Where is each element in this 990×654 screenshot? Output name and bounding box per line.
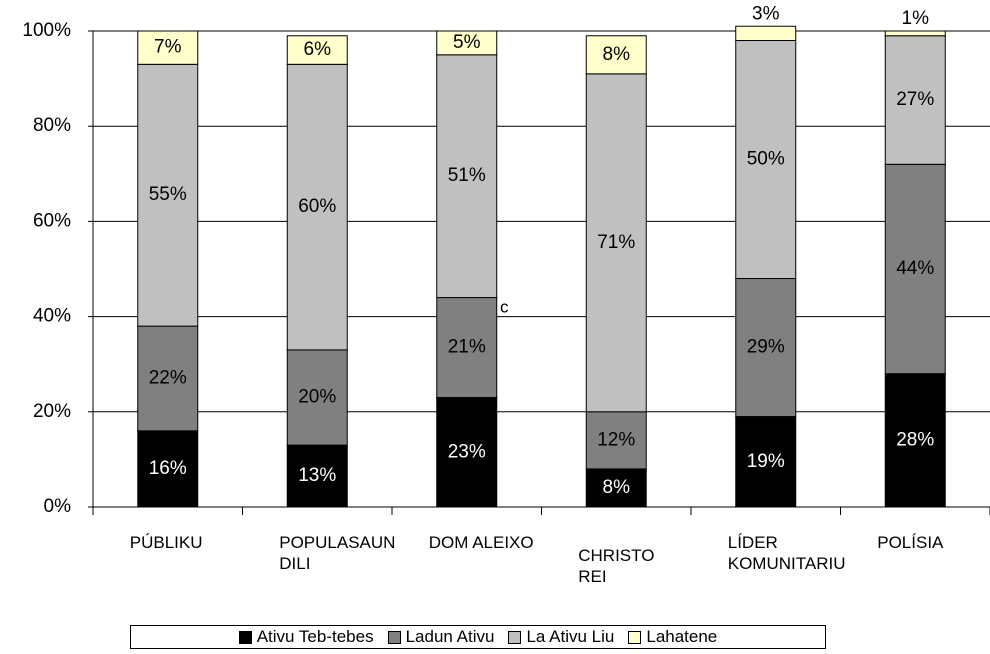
bar-segment — [436, 297, 498, 399]
value-label: 28% — [896, 429, 934, 450]
value-label: 16% — [149, 458, 187, 479]
bar-segment — [286, 35, 348, 65]
bar-segment — [286, 444, 348, 508]
x-tick-label: POLÍSIA — [877, 533, 944, 552]
value-label: 8% — [603, 44, 631, 65]
value-label: 27% — [896, 89, 934, 110]
value-label: 12% — [597, 429, 635, 450]
legend-label: Ladun Ativu — [405, 627, 495, 646]
y-tick-label: 60% — [33, 210, 71, 231]
value-label: 22% — [149, 367, 187, 388]
bar-segment — [735, 278, 797, 418]
value-label: 50% — [747, 149, 785, 170]
bar-segment — [585, 35, 647, 75]
bar-segment — [735, 416, 797, 508]
annotation: c — [500, 297, 509, 316]
x-tick-label: LÍDER KOMUNITARIU — [727, 533, 846, 573]
legend-item: La Ativu Liu — [508, 627, 614, 647]
bar-segment — [884, 35, 946, 165]
legend-swatch — [238, 630, 252, 644]
legend-item: Ladun Ativu — [387, 627, 495, 647]
value-label: 29% — [747, 337, 785, 358]
legend-swatch — [628, 630, 642, 644]
y-tick-label: 20% — [33, 401, 71, 422]
bar-segment — [884, 163, 946, 375]
legend-swatch — [387, 630, 401, 644]
bar-segment — [137, 30, 199, 65]
x-tick-label: DOM ALEIXO — [428, 533, 534, 552]
value-label: 55% — [149, 184, 187, 205]
value-label: 51% — [448, 165, 486, 186]
legend-label: Lahatene — [646, 627, 718, 646]
bar-segment — [137, 430, 199, 508]
value-label: 8% — [603, 477, 631, 498]
legend-label: Ativu Teb-tebes — [256, 627, 374, 646]
legend-item: Ativu Teb-tebes — [238, 627, 374, 647]
bar-segment — [286, 63, 348, 351]
bar-segment — [884, 30, 946, 37]
value-label: 13% — [298, 465, 336, 486]
legend-swatch — [508, 630, 522, 644]
y-tick-label: 0% — [44, 496, 72, 517]
value-label: 7% — [154, 37, 182, 58]
bar-segment — [436, 30, 498, 56]
value-label: 60% — [298, 196, 336, 217]
x-tick-label: PÚBLIKU — [129, 533, 203, 552]
bar-segment — [436, 54, 498, 299]
bar-segment — [735, 40, 797, 280]
value-label: 5% — [453, 32, 481, 53]
value-label: 21% — [448, 337, 486, 358]
bar-segment — [286, 349, 348, 446]
bar-segment — [585, 468, 647, 508]
value-label: 3% — [752, 3, 780, 24]
y-tick-label: 100% — [22, 20, 71, 41]
value-label: 71% — [597, 232, 635, 253]
bar-segment — [735, 25, 797, 42]
value-label: 23% — [448, 441, 486, 462]
y-tick-label: 40% — [33, 306, 71, 327]
bar-segment — [436, 397, 498, 508]
legend-label: La Ativu Liu — [526, 627, 615, 646]
x-tick-label: POPULASAUN DILI — [279, 533, 396, 573]
bar-segment — [884, 373, 946, 508]
x-tick-label: CHRISTO REI — [578, 546, 655, 586]
value-label: 20% — [298, 387, 336, 408]
value-label: 6% — [304, 39, 332, 60]
y-tick-label: 80% — [33, 115, 71, 136]
value-label: 1% — [902, 8, 930, 29]
value-label: 44% — [896, 258, 934, 279]
legend: Ativu Teb-tebes Ladun Ativu La Ativu Liu La… — [130, 625, 826, 649]
bar-segment — [585, 73, 647, 413]
value-label: 19% — [747, 451, 785, 472]
legend-item: Lahatene — [628, 627, 717, 647]
